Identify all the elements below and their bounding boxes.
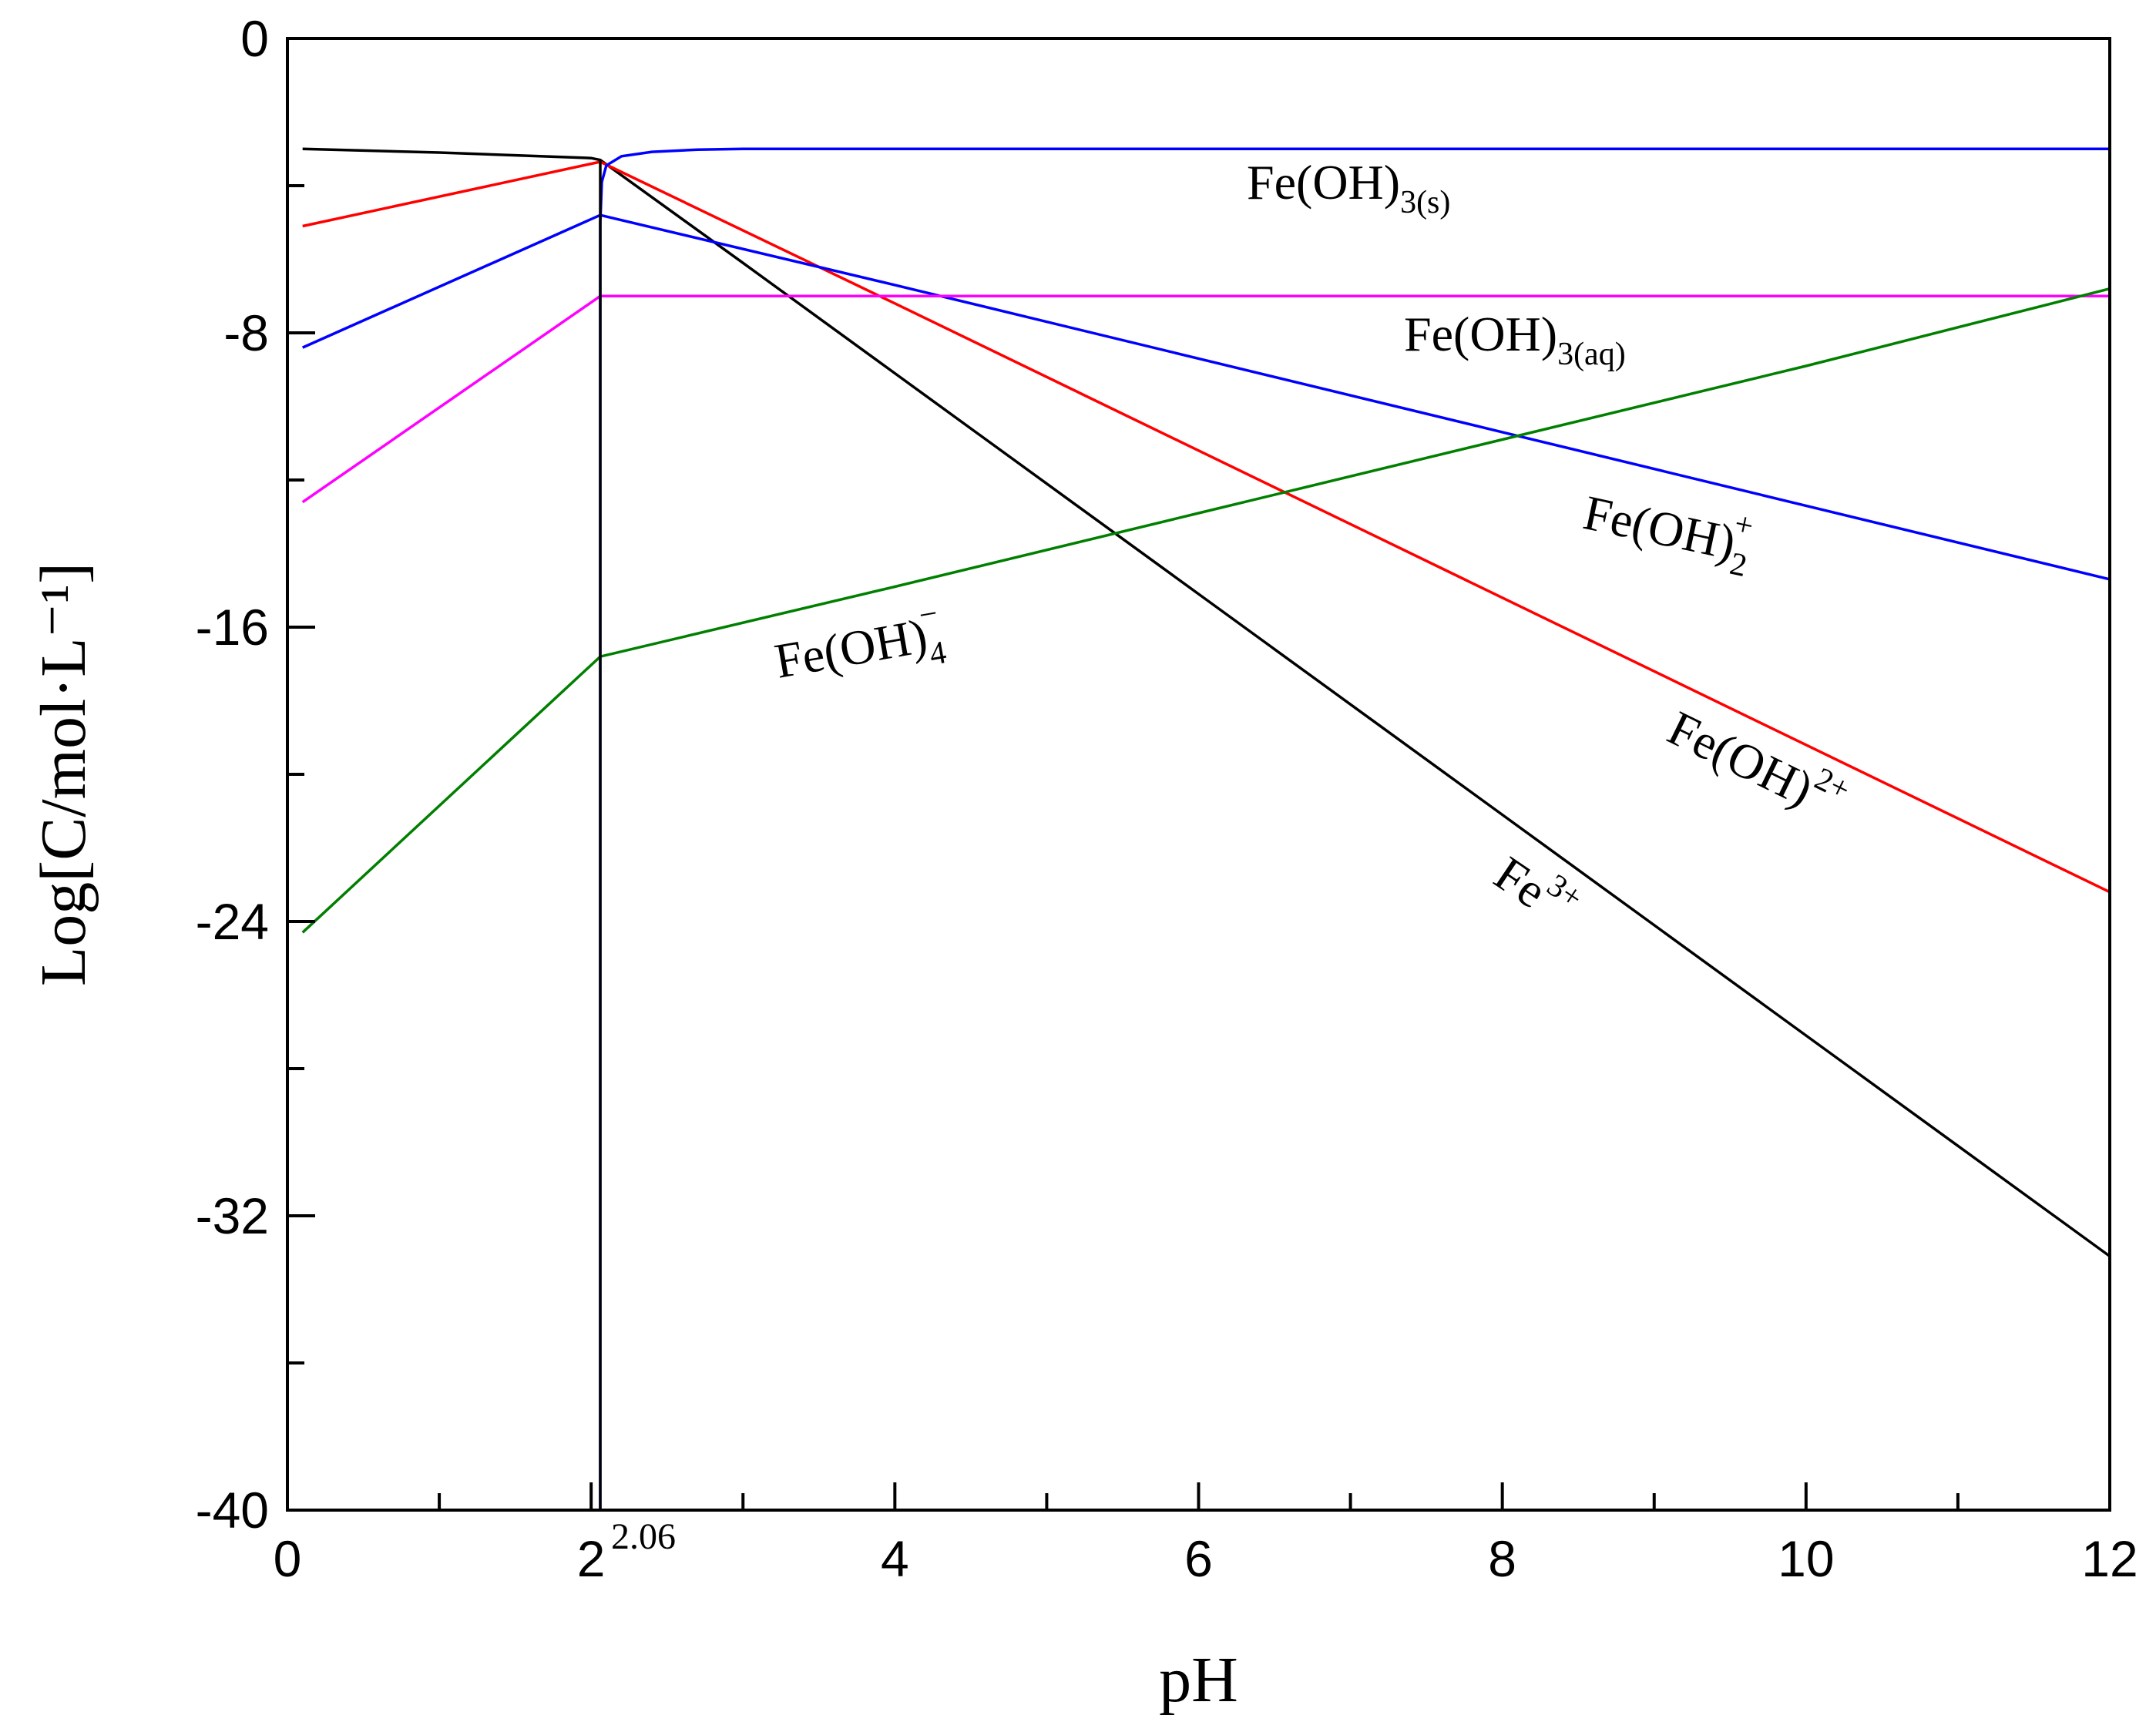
x-tick-label: 2 [577, 1530, 606, 1587]
x-tick-label: 4 [881, 1530, 909, 1587]
x-tick-label: 0 [274, 1530, 302, 1587]
series-line-2 [301, 213, 2111, 581]
x-tick-label: 6 [1184, 1530, 1213, 1587]
curve-label-fe3: Fe3+ [1485, 840, 1589, 938]
y-tick-label: -40 [196, 1482, 269, 1539]
curve-label-feoh3aq: Fe(OH)3(aq) [1404, 307, 1626, 372]
x-axis-title: pH [1159, 1644, 1238, 1716]
ph-annotation: 2.06 [611, 1516, 676, 1557]
series-line-5 [599, 147, 2110, 1510]
y-tick-label: -8 [223, 304, 269, 361]
x-tick-label: 12 [2081, 1530, 2138, 1587]
series-line-4 [301, 287, 2111, 934]
y-tick-label: 0 [240, 10, 269, 67]
y-axis-title: Log[C/mol·L⁻¹] [28, 562, 99, 986]
x-tick-label: 10 [1778, 1530, 1834, 1587]
curve-label-feoh2plus: Fe(OH)2+ [1660, 694, 1855, 832]
series-layer [301, 147, 2111, 1510]
labels-layer: Fe3+ Fe(OH)2+ Fe(OH)2+ Fe(OH)3(aq) Fe(OH)3(s… [771, 155, 1855, 938]
series-line-0 [302, 147, 2111, 1257]
series-line-3 [301, 294, 2110, 504]
y-tick-label: -16 [196, 599, 269, 656]
curve-label-feoh2p: Fe(OH)2+ [1577, 475, 1758, 585]
y-tick-label: -32 [196, 1187, 269, 1244]
axes-layer: 0 2 4 6 8 10 12 0 -8 -16 -24 -32 -40 2.06 pH Log[C/mol·… [28, 10, 2138, 1716]
curve-label-feoh3s: Fe(OH)3(s) [1247, 155, 1450, 220]
x-tick-label: 8 [1488, 1530, 1516, 1587]
y-tick-label: -24 [196, 893, 269, 950]
